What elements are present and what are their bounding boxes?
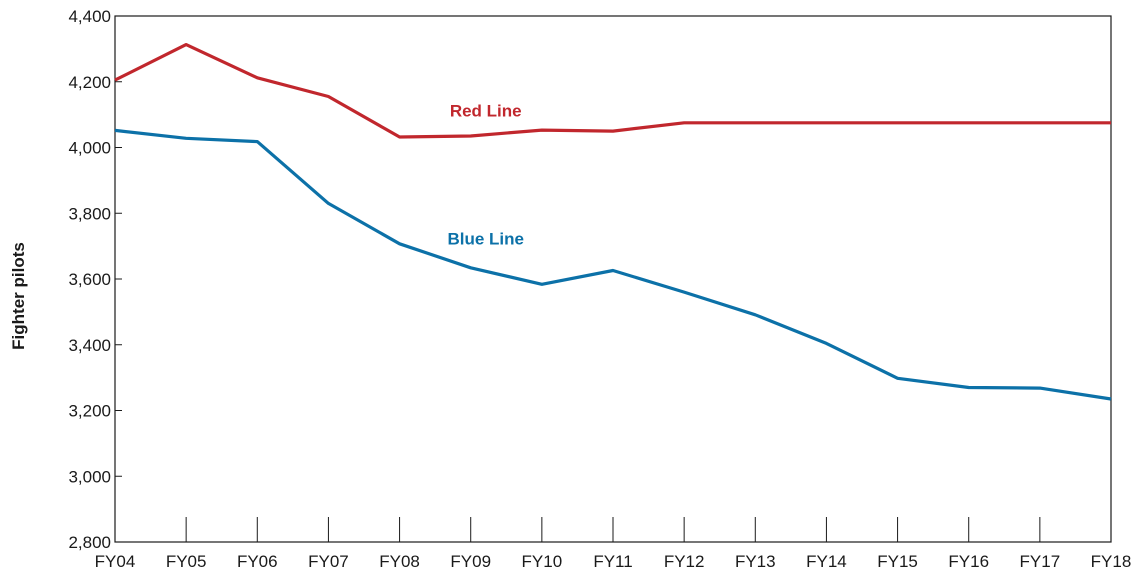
y-tick-label: 2,800 [68,533,111,552]
y-tick-label: 3,200 [68,402,111,421]
x-tick-label: FY18 [1091,552,1132,571]
x-tick-label: FY13 [735,552,776,571]
x-tick-label: FY08 [379,552,420,571]
x-tick-label: FY14 [806,552,847,571]
x-tick-label: FY07 [308,552,349,571]
x-tick-label: FY15 [877,552,918,571]
series-label: Red Line [450,102,522,121]
plot-frame [114,15,1112,543]
y-tick-label: 3,600 [68,270,111,289]
y-tick-label: 3,000 [68,467,111,486]
series-group [114,42,1112,401]
x-tick-label: FY09 [450,552,491,571]
x-tick-label: FY12 [664,552,705,571]
annotation-group: Red Line Blue Line [447,102,524,249]
x-tick-label: FY16 [948,552,989,571]
series-label: Blue Line [447,230,524,249]
series-line-blue [114,128,1112,401]
y-tick-label: 3,800 [68,204,111,223]
y-tick-label: 4,000 [68,139,111,158]
y-axis-title: Fighter pilots [9,242,28,350]
y-tick-label: 3,400 [68,336,111,355]
series-line-red [114,42,1111,139]
y-tick-label: 4,200 [68,73,111,92]
x-tick-label: FY10 [522,552,563,571]
x-axis: FY04 FY05 FY06 FY07 FY08 FY09 FY10 FY11 FY12 FY13… [95,517,1132,571]
x-tick-label: FY04 [95,552,136,571]
x-tick-label: FY06 [237,552,278,571]
x-tick-label: FY17 [1020,552,1061,571]
plot-border [114,15,1112,543]
y-axis: 2,800 3,000 3,200 3,400 3,600 3,800 4,000 4,200… [68,7,122,552]
x-tick-label: FY05 [166,552,207,571]
y-tick-label: 4,400 [68,7,111,26]
x-tick-label: FY11 [593,552,632,571]
